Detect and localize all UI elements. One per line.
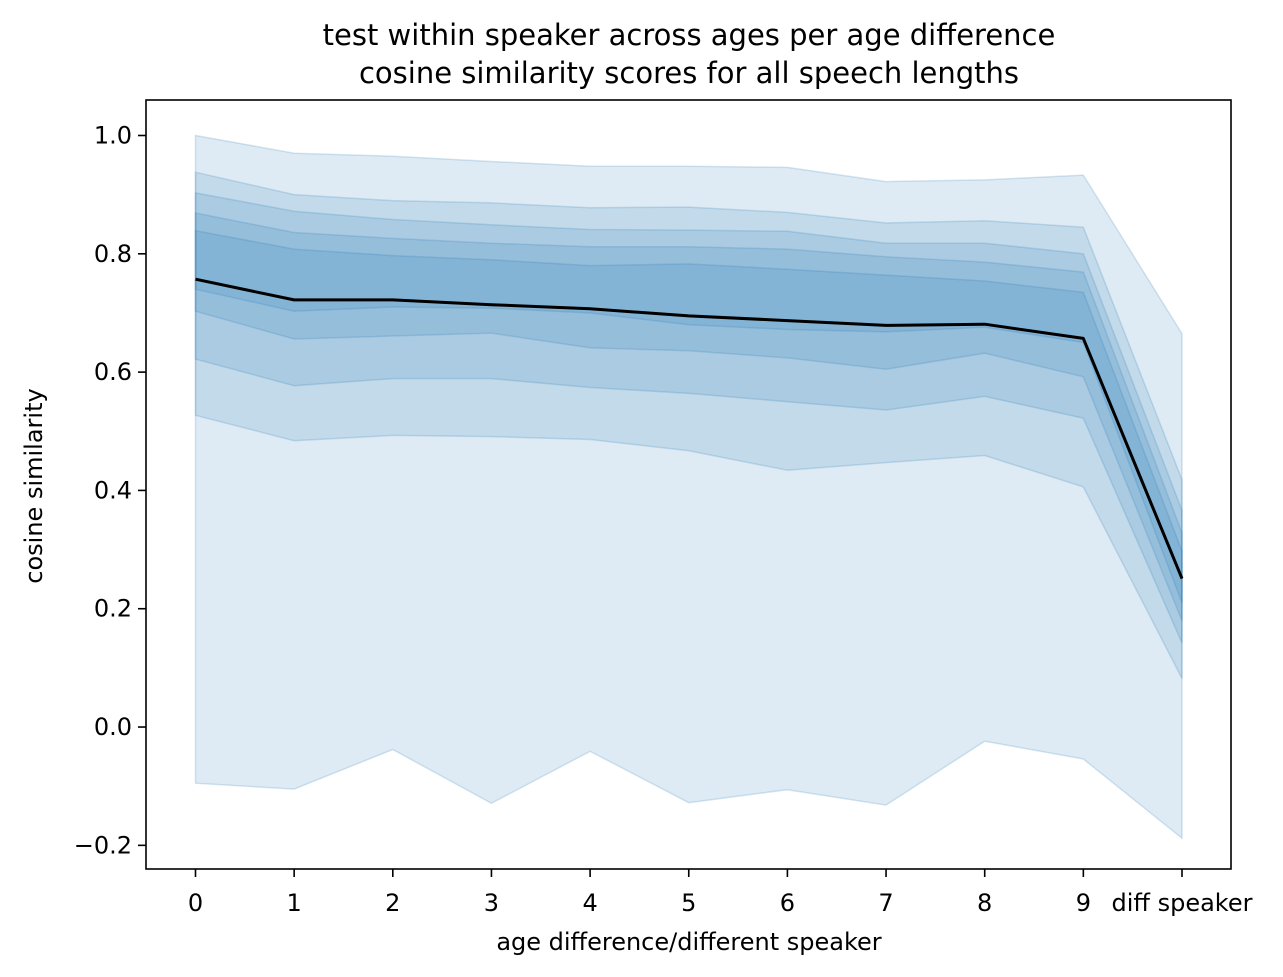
y-axis-label: cosine similarity bbox=[20, 388, 48, 583]
y-tick-label: 0.6 bbox=[94, 358, 132, 386]
y-tick-label: 1.0 bbox=[94, 121, 132, 149]
y-tick-label: 0.8 bbox=[94, 240, 132, 268]
x-axis: 0 1 2 3 4 5 6 7 8 9 diff speaker bbox=[188, 869, 1253, 917]
series-line-1 bbox=[195, 277, 1184, 580]
chart-title: test within speaker across ages per age … bbox=[323, 18, 1056, 52]
y-tick-label: 0.2 bbox=[94, 595, 132, 623]
x-tick-label: 0 bbox=[188, 889, 203, 917]
y-tick-label: 0.4 bbox=[94, 476, 132, 504]
x-axis-label: age difference/different speaker bbox=[496, 928, 881, 956]
chart-subtitle: cosine similarity scores for all speech … bbox=[359, 56, 1019, 90]
x-tick-label: 4 bbox=[582, 889, 597, 917]
x-tick-label: 7 bbox=[878, 889, 893, 917]
x-tick-label: 3 bbox=[484, 889, 499, 917]
x-tick-label: 9 bbox=[1076, 889, 1091, 917]
confidence-band-3 bbox=[194, 191, 1183, 644]
confidence-band-4 bbox=[194, 212, 1183, 621]
y-tick-label: −0.2 bbox=[74, 831, 132, 859]
confidence-band-2 bbox=[194, 171, 1183, 679]
x-tick-label: diff speaker bbox=[1112, 889, 1253, 917]
confidence-band-1 bbox=[194, 134, 1183, 840]
median-line-layer bbox=[195, 277, 1184, 580]
x-tick-label: 6 bbox=[780, 889, 795, 917]
confidence-bands bbox=[194, 134, 1183, 840]
x-tick-label: 1 bbox=[287, 889, 302, 917]
y-tick-label: 0.0 bbox=[94, 713, 132, 741]
y-axis: −0.2 0.0 0.2 0.4 0.6 0.8 1.0 bbox=[74, 121, 146, 859]
x-tick-label: 8 bbox=[977, 889, 992, 917]
x-tick-label: 5 bbox=[681, 889, 696, 917]
x-tick-label: 2 bbox=[385, 889, 400, 917]
